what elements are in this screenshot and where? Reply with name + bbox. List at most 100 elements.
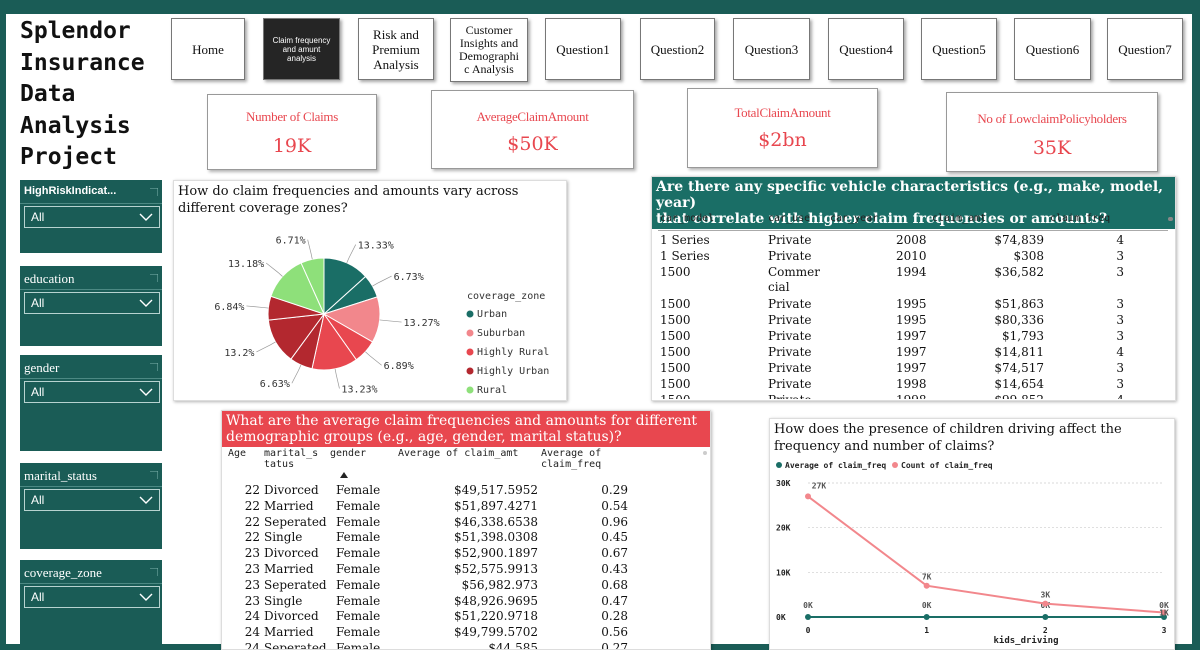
- table-cell: $308: [1013, 249, 1044, 263]
- data-point[interactable]: [805, 614, 811, 620]
- nav-label: Demographi: [459, 49, 519, 63]
- nav-button-question2[interactable]: Question2: [640, 18, 715, 80]
- table-cell: Married: [264, 498, 314, 513]
- table-row[interactable]: 1500 Private 1998 $99,852 4: [658, 393, 1168, 399]
- table-row[interactable]: 24 Seperated Female $44,585 0.27: [226, 641, 706, 649]
- legend-marker: [892, 462, 898, 468]
- nav-button-question5[interactable]: Question5: [921, 18, 997, 80]
- pie-leader-line: [346, 244, 357, 263]
- legend-item[interactable]: Count of claim_freq: [901, 460, 993, 470]
- legend-item[interactable]: Highly Urban: [477, 366, 549, 377]
- nav-label: Insights and: [459, 36, 519, 50]
- legend-item[interactable]: Urban: [477, 309, 507, 320]
- column-header[interactable]: car_year: [830, 213, 879, 224]
- expand-icon[interactable]: [150, 568, 158, 576]
- kpi-label: AverageClaimAmount: [476, 109, 589, 124]
- expand-icon[interactable]: [150, 188, 158, 196]
- data-point[interactable]: [1042, 600, 1049, 607]
- expand-icon[interactable]: [150, 471, 158, 479]
- column-header[interactable]: car_use: [768, 213, 811, 224]
- data-label: 0K: [1159, 601, 1169, 610]
- sort-ascending-icon[interactable]: [340, 472, 348, 478]
- column-header[interactable]: gender: [330, 448, 367, 459]
- column-header[interactable]: car_model: [660, 213, 715, 224]
- nav-label: Question4: [839, 41, 893, 57]
- expand-icon[interactable]: [150, 363, 158, 371]
- data-point[interactable]: [1161, 614, 1167, 620]
- data-point[interactable]: [1042, 614, 1049, 620]
- slicer-dropdown[interactable]: All: [24, 489, 160, 511]
- slicer-marital-status: marital_status All: [20, 463, 162, 549]
- scrollbar[interactable]: [703, 451, 707, 455]
- table-cell: 1500: [660, 345, 691, 359]
- table-cell: 1500: [660, 393, 691, 399]
- slicer-dropdown[interactable]: All: [24, 206, 160, 228]
- column-header[interactable]: claim_freq: [1050, 213, 1111, 224]
- slicer-title: coverage_zone: [20, 560, 162, 584]
- data-point[interactable]: [805, 493, 811, 500]
- table-row[interactable]: 24 Married Female $49,799.5702 0.56: [226, 625, 706, 641]
- table-cell: Private: [768, 361, 812, 375]
- legend-item[interactable]: Suburban: [477, 328, 525, 339]
- table-row[interactable]: 24 Divorced Female $51,220.9718 0.28: [226, 609, 706, 625]
- table-row[interactable]: 23 Divorced Female $52,900.1897 0.67: [226, 546, 706, 562]
- table-cell: Female: [336, 562, 381, 576]
- table-row[interactable]: 22 Single Female $51,398.0308 0.45: [226, 530, 706, 546]
- legend-title: coverage_zone: [467, 291, 545, 302]
- expand-icon[interactable]: [150, 274, 158, 282]
- table-row[interactable]: 23 Married Female $52,575.9913 0.43: [226, 562, 706, 578]
- table-row[interactable]: 1500 Private 1995 $80,336 3: [658, 313, 1168, 329]
- table-row[interactable]: 1 Series Private 2010 $308 3: [658, 249, 1168, 265]
- column-header[interactable]: claim_amt: [932, 213, 987, 224]
- scrollbar[interactable]: [1168, 217, 1173, 221]
- table-row[interactable]: 1500 Private 1997 $74,517 3: [658, 361, 1168, 377]
- kpi-card-total-claim-amount: TotalClaimAmount $2bn: [687, 88, 878, 168]
- nav-button-claim-frequency[interactable]: Claim frequency and amunt analysis: [263, 18, 340, 80]
- chevron-down-icon: [139, 496, 153, 504]
- table-cell: 1500: [660, 265, 691, 279]
- table-row[interactable]: 23 Seperated Female $56,982.973 0.68: [226, 578, 706, 594]
- table-cell: Female: [336, 577, 381, 592]
- legend-item[interactable]: Average of claim_freq: [785, 460, 886, 470]
- table-cell: 1997: [896, 361, 927, 375]
- nav-button-risk-premium[interactable]: Risk and Premium Analysis: [358, 18, 434, 80]
- column-header[interactable]: Average of claim_freq: [541, 448, 602, 470]
- table-row[interactable]: 22 Married Female $51,897.4271 0.54: [226, 499, 706, 515]
- legend-item[interactable]: Rural: [477, 385, 507, 396]
- nav-button-home[interactable]: Home: [171, 18, 245, 80]
- table-row[interactable]: 22 Divorced Female $49,517.5952 0.29: [226, 483, 706, 499]
- data-point[interactable]: [1161, 609, 1167, 616]
- nav-button-question3[interactable]: Question3: [733, 18, 810, 80]
- table-row[interactable]: 1500 Private 1995 $51,863 3: [658, 297, 1168, 313]
- data-point[interactable]: [923, 582, 930, 589]
- column-header[interactable]: Average of claim_amt: [398, 448, 519, 459]
- chevron-down-icon: [139, 388, 153, 396]
- column-header[interactable]: Age: [228, 448, 247, 459]
- slicer-dropdown[interactable]: All: [24, 292, 160, 314]
- nav-label: and amunt: [282, 44, 321, 54]
- nav-button-question7[interactable]: Question7: [1107, 18, 1183, 80]
- table-cell: $52,900.1897: [454, 546, 538, 561]
- pie-slice[interactable]: [300, 257, 325, 315]
- nav-button-question6[interactable]: Question6: [1014, 18, 1091, 80]
- nav-button-question1[interactable]: Question1: [545, 18, 621, 80]
- nav-button-customer-insights[interactable]: Customer Insights and Demographi c Analysis: [450, 18, 528, 82]
- series-line[interactable]: [807, 495, 1165, 614]
- slicer-dropdown[interactable]: All: [24, 381, 160, 403]
- table-row[interactable]: 1500 Private 1997 $1,793 3: [658, 329, 1168, 345]
- table-row[interactable]: 1500 Private 1998 $14,654 3: [658, 377, 1168, 393]
- table-row[interactable]: 22 Seperated Female $46,338.6538 0.96: [226, 515, 706, 531]
- column-header[interactable]: marital_status: [264, 448, 319, 470]
- legend-item[interactable]: Highly Rural: [477, 347, 549, 358]
- legend-marker: [466, 348, 474, 356]
- slicer-coverage-zone: coverage_zone All: [20, 560, 162, 646]
- table-row[interactable]: 1 Series Private 2008 $74,839 4: [658, 233, 1168, 249]
- title-line: What are the average claim frequencies a…: [226, 413, 697, 429]
- table-row[interactable]: 1500 Commercial 1994 $36,582 3: [658, 265, 1168, 297]
- table-row[interactable]: 23 Single Female $48,926.9695 0.47: [226, 594, 706, 610]
- chevron-down-icon: [139, 213, 153, 221]
- nav-button-question4[interactable]: Question4: [828, 18, 904, 80]
- table-row[interactable]: 1500 Private 1997 $14,811 4: [658, 345, 1168, 361]
- data-point[interactable]: [923, 614, 930, 620]
- slicer-dropdown[interactable]: All: [24, 586, 160, 608]
